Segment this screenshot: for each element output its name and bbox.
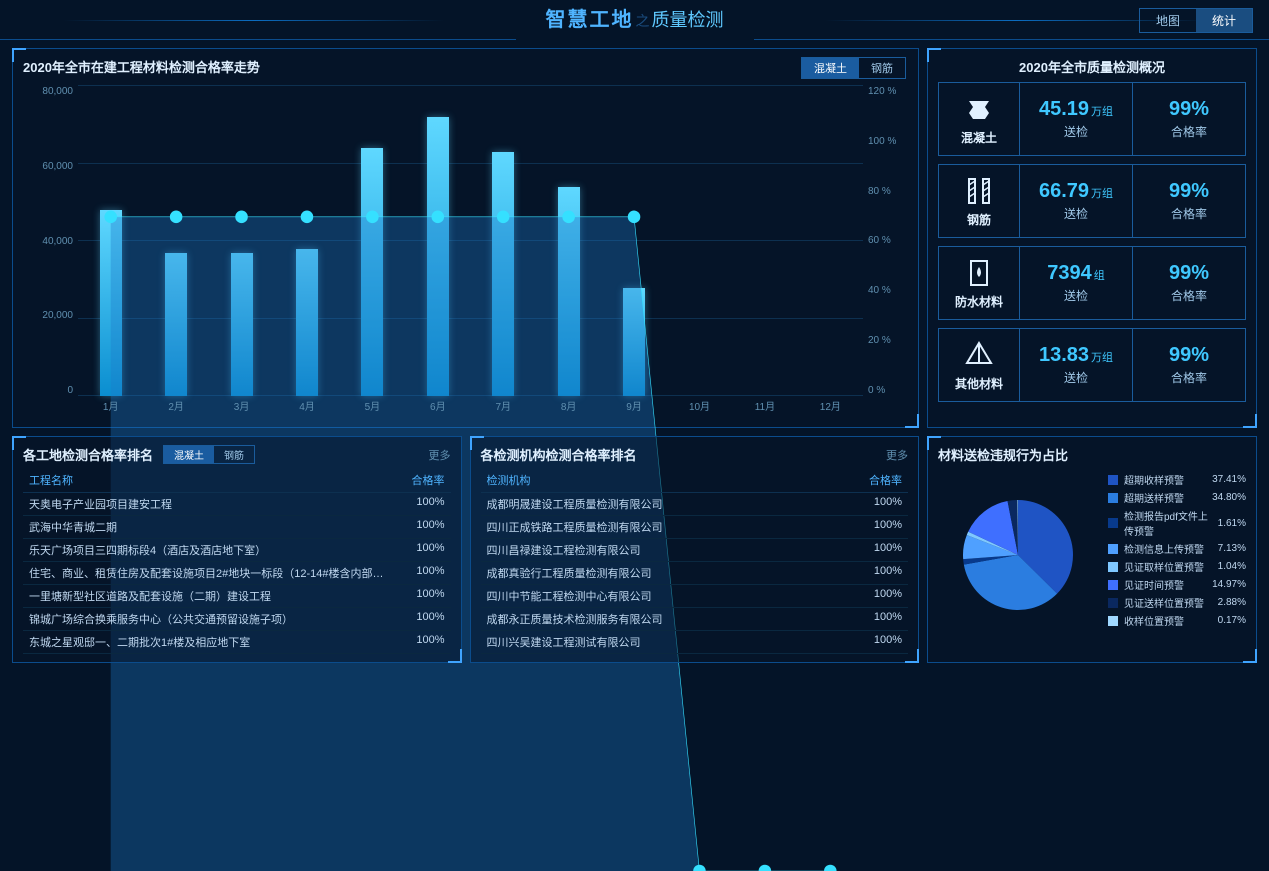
- org-ranking-more[interactable]: 更多: [886, 447, 908, 463]
- site-ranking-title: 各工地检测合格率排名: [23, 445, 153, 464]
- table-row: 四川正成铁路工程质量检测有限公司100%: [481, 516, 909, 539]
- pie-legend-item: 检测信息上传预警7.13%: [1108, 541, 1246, 556]
- pie-legend-item: 超期收样预警37.41%: [1108, 472, 1246, 487]
- table-row: 四川兴吴建设工程测试有限公司100%: [481, 631, 909, 654]
- table-row: 乐天广场项目三四期标段4（酒店及酒店地下室）100%: [23, 539, 451, 562]
- pie-legend-item: 超期送样预警34.80%: [1108, 490, 1246, 505]
- table-row: 一里塘新型社区道路及配套设施（二期）建设工程100%: [23, 585, 451, 608]
- tab-stats[interactable]: 统计: [1196, 9, 1252, 32]
- pie-legend-item: 见证取样位置预警1.04%: [1108, 559, 1246, 574]
- chart-material-toggle: 混凝土 钢筋: [801, 57, 906, 79]
- chart-toggle-concrete[interactable]: 混凝土: [802, 58, 859, 78]
- table-row: 东城之星观邸一、二期批次1#楼及相应地下室100%: [23, 631, 451, 654]
- overview-card: 防水材料 7394组送检 99%合格率: [938, 246, 1246, 320]
- page-title: 智慧工地之质量检测: [516, 0, 754, 42]
- trend-chart: 020,00040,00060,00080,000 0 %20 %40 %60 …: [23, 86, 908, 416]
- header: 智慧工地之质量检测 地图 统计: [0, 0, 1269, 40]
- violation-pie-panel: 材料送检违规行为占比 超期收样预警37.41% 超期送样预警34.80% 检测报告p…: [927, 436, 1257, 663]
- view-tabs: 地图 统计: [1139, 8, 1253, 33]
- trend-chart-panel: 2020年全市在建工程材料检测合格率走势 混凝土 钢筋 020,00040,00…: [12, 48, 919, 428]
- rebar-icon: 钢筋: [939, 175, 1019, 228]
- concrete-icon: 混凝土: [939, 93, 1019, 146]
- site-toggle-rebar[interactable]: 钢筋: [214, 446, 254, 463]
- violation-pie-title: 材料送检违规行为占比: [938, 445, 1246, 464]
- site-ranking-panel: 各工地检测合格率排名 混凝土 钢筋 更多 工程名称合格率 天奥电子产业园项目建安…: [12, 436, 462, 663]
- pie-legend-item: 见证送样位置预警2.88%: [1108, 595, 1246, 610]
- table-row: 成都真验行工程质量检测有限公司100%: [481, 562, 909, 585]
- tab-map[interactable]: 地图: [1140, 9, 1196, 32]
- table-row: 锦城广场综合换乘服务中心（公共交通预留设施子项）100%: [23, 608, 451, 631]
- org-ranking-panel: 各检测机构检测合格率排名 更多 检测机构合格率 成都明晟建设工程质量检测有限公司…: [470, 436, 920, 663]
- org-ranking-title: 各检测机构检测合格率排名: [481, 445, 637, 464]
- overview-card: 其他材料 13.83万组送检 99%合格率: [938, 328, 1246, 402]
- table-row: 成都永正质量技术检测服务有限公司100%: [481, 608, 909, 631]
- overview-card: 钢筋 66.79万组送检 99%合格率: [938, 164, 1246, 238]
- pie-legend-item: 收样位置预警0.17%: [1108, 613, 1246, 628]
- overview-card: 混凝土 45.19万组送检 99%合格率: [938, 82, 1246, 156]
- chart-toggle-rebar[interactable]: 钢筋: [859, 58, 905, 78]
- other-icon: 其他材料: [939, 339, 1019, 392]
- overview-title: 2020年全市质量检测概况: [938, 57, 1246, 76]
- pie-legend-item: 见证时间预警14.97%: [1108, 577, 1246, 592]
- pie-legend-item: 检测报告pdf文件上传预警1.61%: [1108, 508, 1246, 538]
- table-row: 四川昌禄建设工程检测有限公司100%: [481, 539, 909, 562]
- site-ranking-toggle: 混凝土 钢筋: [163, 445, 255, 464]
- site-toggle-concrete[interactable]: 混凝土: [164, 446, 214, 463]
- waterproof-icon: 防水材料: [939, 257, 1019, 310]
- overview-panel: 2020年全市质量检测概况 混凝土 45.19万组送检 99%合格率 钢筋 66…: [927, 48, 1257, 428]
- table-row: 成都明晟建设工程质量检测有限公司100%: [481, 493, 909, 516]
- site-ranking-more[interactable]: 更多: [429, 447, 451, 463]
- table-row: 住宅、商业、租赁住房及配套设施项目2#地块一标段（12-14#楼含内部…100%: [23, 562, 451, 585]
- trend-chart-title: 2020年全市在建工程材料检测合格率走势: [23, 57, 908, 76]
- table-row: 天奥电子产业园项目建安工程100%: [23, 493, 451, 516]
- violation-pie-chart: [938, 470, 1108, 630]
- table-row: 四川中节能工程检测中心有限公司100%: [481, 585, 909, 608]
- table-row: 武海中华青城二期100%: [23, 516, 451, 539]
